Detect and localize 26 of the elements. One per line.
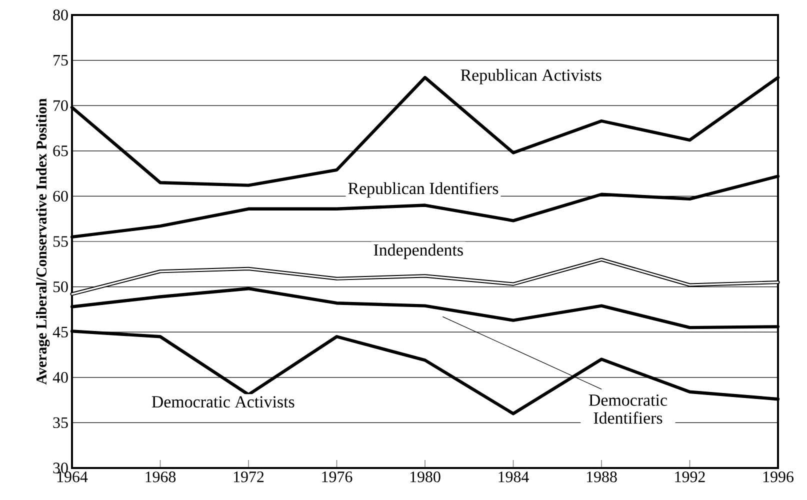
y-tick-label: 35 xyxy=(53,417,68,428)
series-label: Independents xyxy=(374,244,463,260)
y-tick-label: 45 xyxy=(52,326,68,338)
y-tick-label: 55 xyxy=(53,236,68,247)
x-tick-label: 1984 xyxy=(498,472,529,482)
y-axis-title: Average Liberal/Conservative Index Position xyxy=(36,98,50,385)
x-tick-label: 1972 xyxy=(234,472,264,482)
series-label: Republican Activists xyxy=(460,68,602,84)
y-tick-label: 30 xyxy=(53,462,68,474)
x-tick-label: 1988 xyxy=(586,472,617,482)
series-label: Democratic Activists xyxy=(152,396,294,408)
y-tick-label: 40 xyxy=(52,372,68,383)
y-tick-label: 60 xyxy=(53,190,68,202)
x-tick-label: 1996 xyxy=(763,472,794,482)
y-tick-label: 80 xyxy=(53,10,68,20)
y-tick-label: 75 xyxy=(54,55,68,66)
x-tick-label: 1968 xyxy=(146,472,176,482)
x-tick-label: 1976 xyxy=(322,472,352,482)
text: Democratic Identifiers xyxy=(588,394,667,424)
x-tick-label: 1964 xyxy=(57,472,88,482)
y-tick-label: 70 xyxy=(54,100,68,111)
y-tick-label: 65 xyxy=(53,146,68,156)
x-tick-label: 1992 xyxy=(675,472,705,482)
x-tick-label: 1980 xyxy=(410,472,440,482)
series-label: Republican Identifiers xyxy=(348,182,498,198)
y-tick-label: 50 xyxy=(53,281,68,292)
